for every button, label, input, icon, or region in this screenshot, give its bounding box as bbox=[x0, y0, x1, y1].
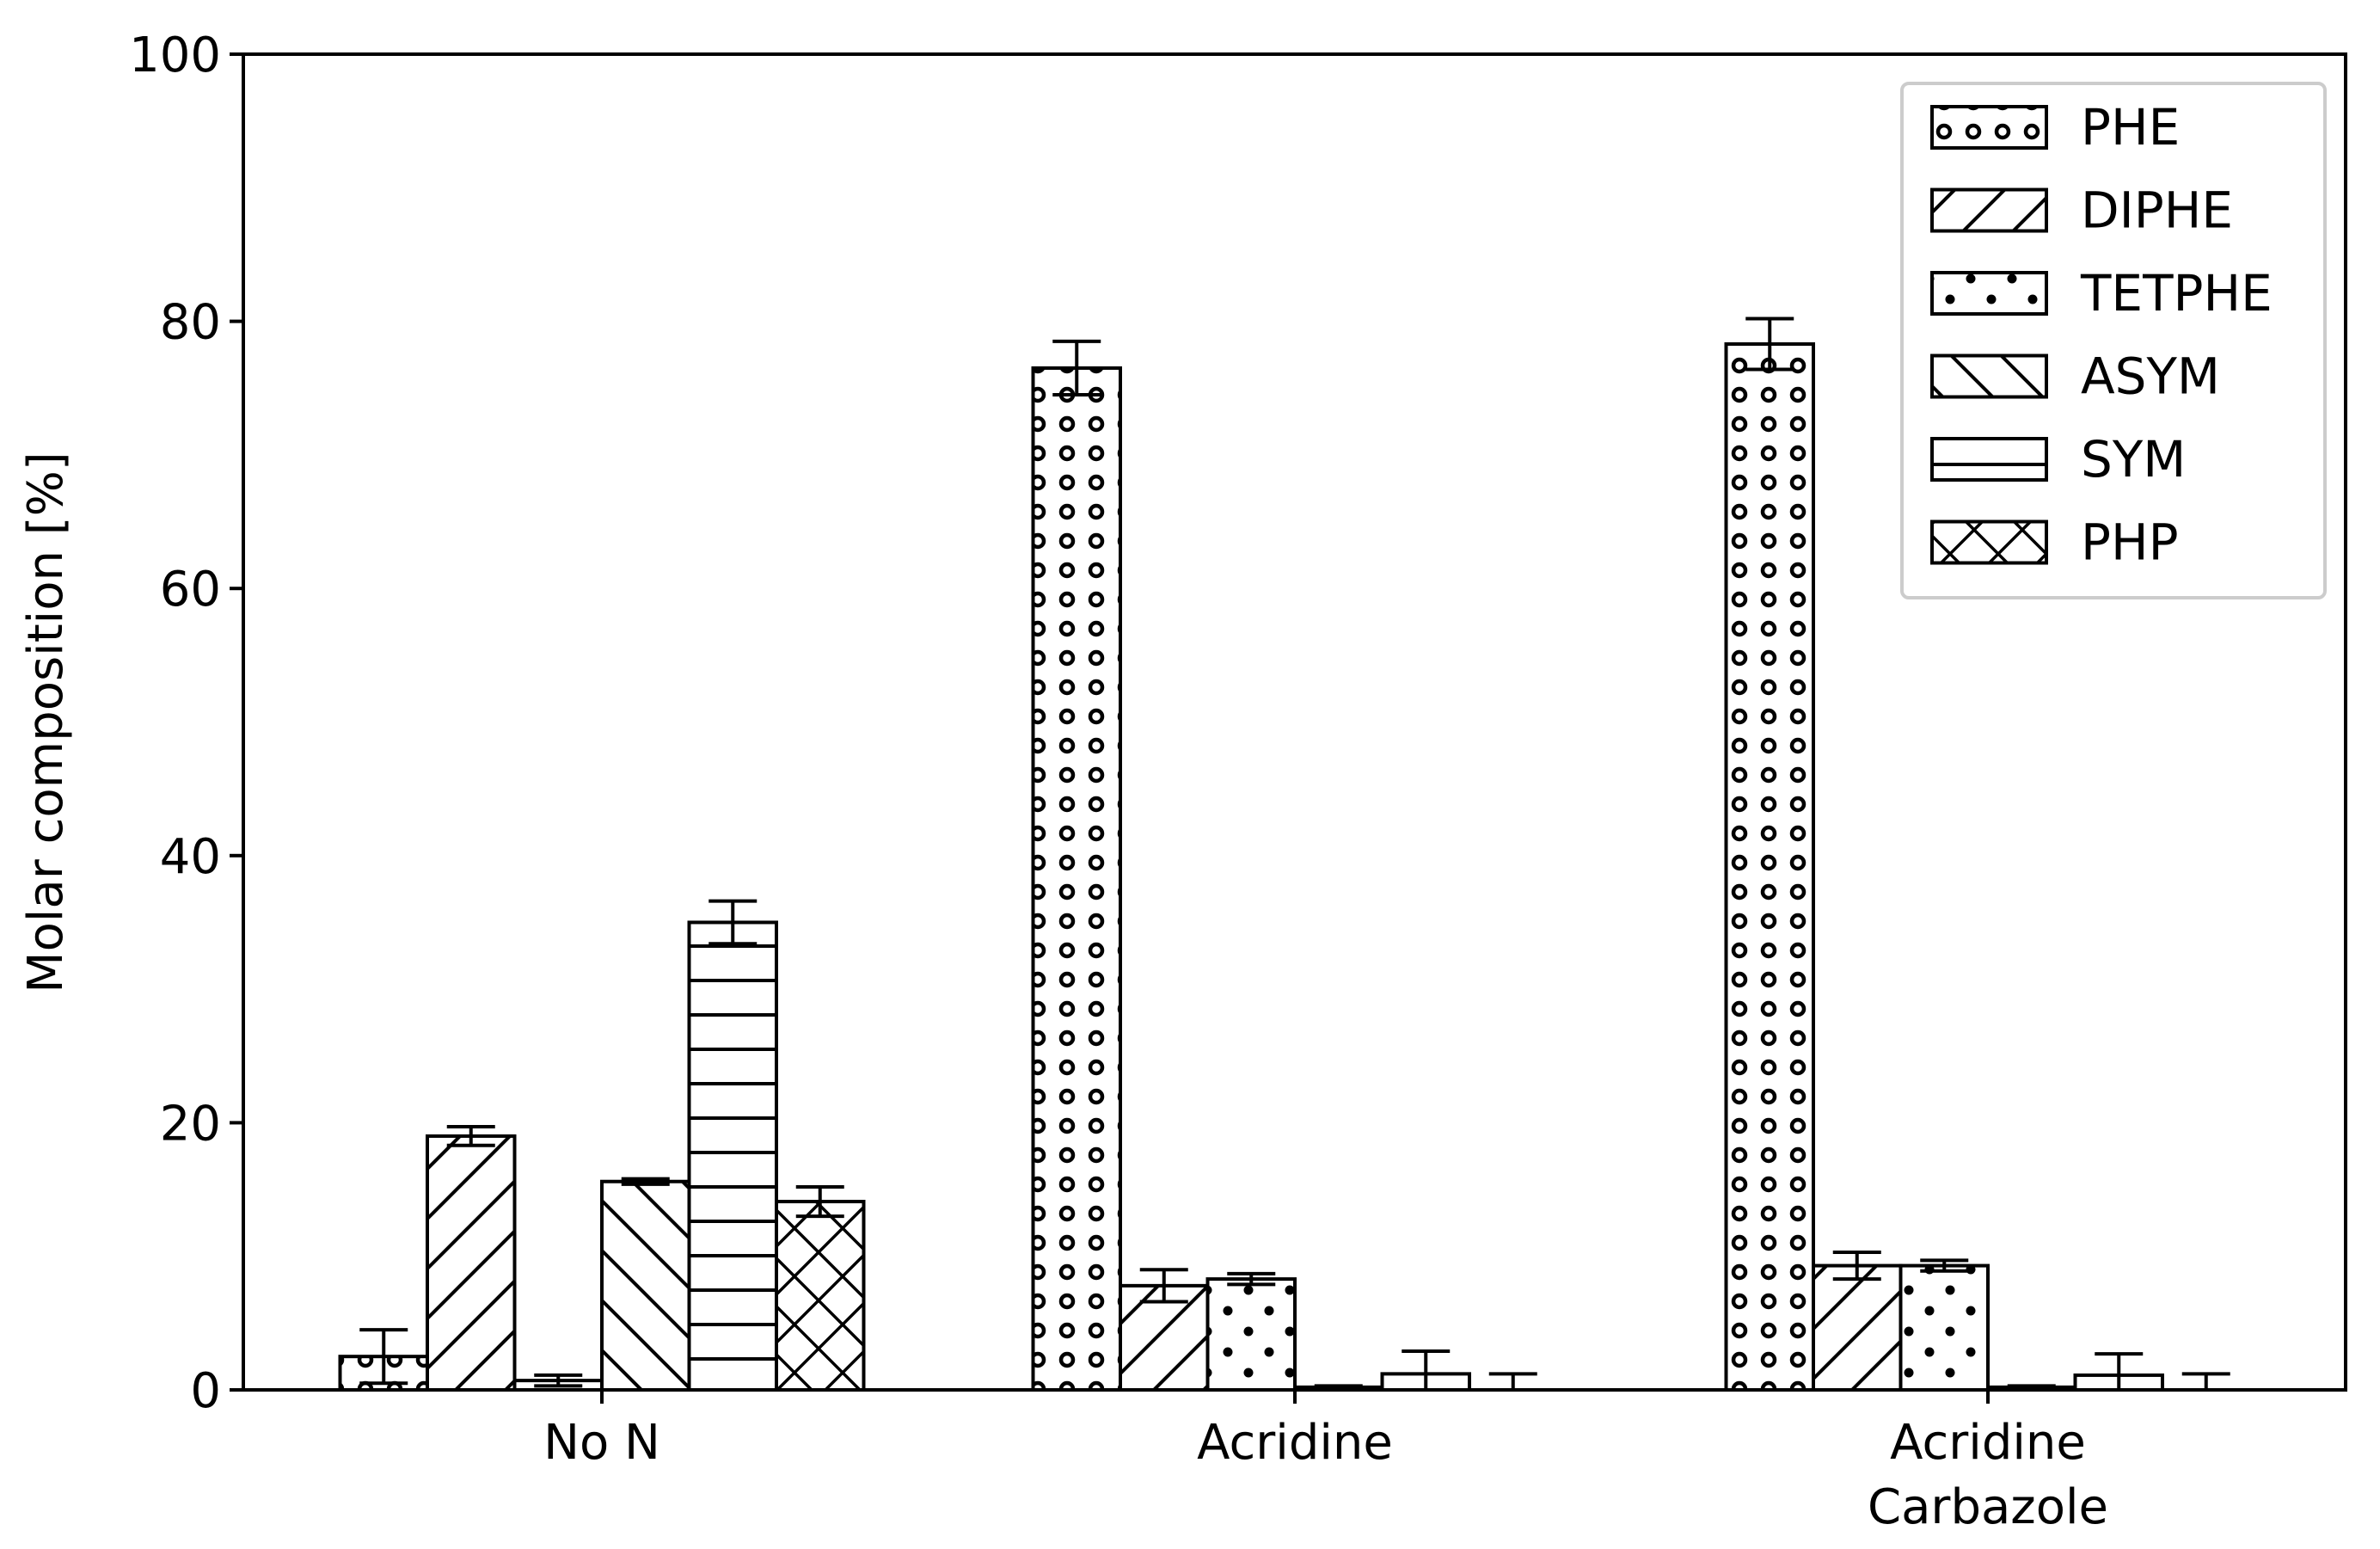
legend-swatch bbox=[1930, 519, 2048, 565]
legend-swatch bbox=[1930, 353, 2048, 399]
error-bar bbox=[1314, 1384, 1363, 1391]
legend-swatch bbox=[1930, 105, 2048, 150]
error-bar bbox=[795, 1184, 844, 1219]
error-bar bbox=[1488, 1372, 1537, 1392]
y-tick-label: 80 bbox=[160, 295, 221, 351]
bar-sym bbox=[687, 920, 778, 1392]
legend-label: ASYM bbox=[2081, 347, 2220, 406]
legend-swatch bbox=[1930, 271, 2048, 316]
error-bar bbox=[2007, 1384, 2056, 1391]
plot-area bbox=[338, 317, 2230, 1392]
x-tick-label: Carbazole bbox=[1868, 1479, 2108, 1535]
bar-phe bbox=[1724, 342, 1815, 1392]
bar-phe bbox=[1031, 366, 1122, 1392]
bar-tetphe bbox=[1205, 1277, 1297, 1392]
x-tick-label: Acridine bbox=[1890, 1415, 2086, 1471]
y-tick-label: 40 bbox=[160, 829, 221, 885]
y-tick-label: 20 bbox=[160, 1096, 221, 1152]
legend-swatch bbox=[1930, 187, 2048, 233]
bar-diphe bbox=[426, 1134, 517, 1392]
error-bar bbox=[1052, 339, 1101, 397]
error-bar bbox=[359, 1328, 408, 1386]
legend: PHE DIPHE TETPHE ASYM SYM PHP bbox=[1900, 82, 2327, 599]
error-bar bbox=[1745, 317, 1794, 372]
error-bar bbox=[1227, 1271, 1276, 1287]
error-bar bbox=[534, 1373, 583, 1388]
error-bar bbox=[621, 1177, 670, 1186]
error-bar bbox=[1920, 1258, 1969, 1273]
error-bar bbox=[2181, 1372, 2230, 1392]
legend-label: TETPHE bbox=[2080, 264, 2273, 323]
x-tick-label: Acridine bbox=[1197, 1415, 1393, 1471]
bar-diphe bbox=[1812, 1263, 1903, 1392]
x-tick-label: No N bbox=[543, 1415, 660, 1471]
y-tick-label: 0 bbox=[190, 1363, 221, 1419]
legend-label: PHP bbox=[2081, 513, 2179, 572]
legend-label: DIPHE bbox=[2081, 181, 2233, 240]
legend-label: SYM bbox=[2081, 430, 2186, 489]
error-bar bbox=[1139, 1268, 1188, 1304]
error-bar bbox=[1832, 1251, 1881, 1282]
bar-tetphe bbox=[1898, 1263, 1990, 1392]
error-bar bbox=[708, 899, 758, 946]
legend-label: PHE bbox=[2081, 98, 2180, 157]
legend-swatch bbox=[1930, 437, 2048, 482]
y-tick-label: 60 bbox=[160, 562, 221, 618]
y-axis-title: Molar composition [%] bbox=[18, 452, 74, 993]
error-bar bbox=[446, 1125, 495, 1147]
bar-php bbox=[775, 1200, 866, 1392]
bar-asym bbox=[600, 1179, 691, 1392]
y-tick-label: 100 bbox=[129, 28, 221, 83]
